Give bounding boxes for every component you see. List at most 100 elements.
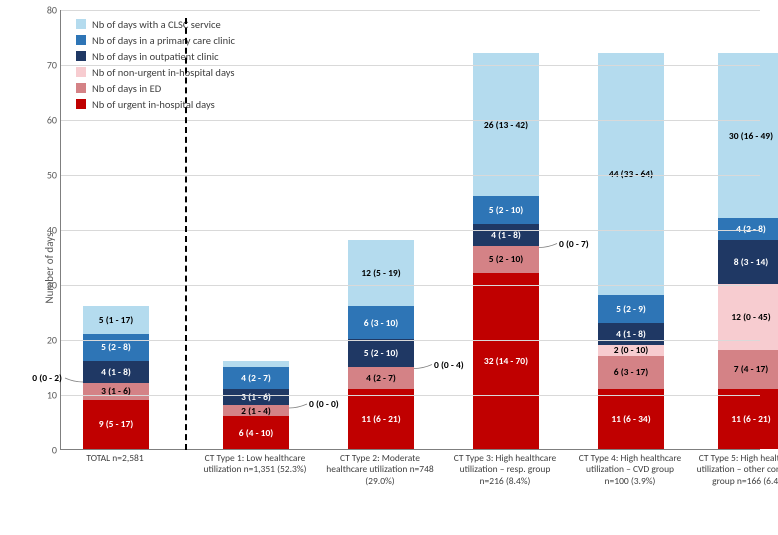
- bar-segment-clsc: 12 (5 - 19): [348, 240, 414, 306]
- y-tick-label: 80: [33, 4, 57, 17]
- legend-label: Nb of days in outpatient clinic: [92, 50, 219, 63]
- legend-item: Nb of days in ED: [76, 82, 235, 95]
- legend-swatch: [76, 67, 86, 77]
- segment-label: 4 (1 - 8): [616, 328, 646, 340]
- gridline: [61, 120, 760, 121]
- y-tick-label: 60: [33, 114, 57, 127]
- segment-label: 5 (2 - 10): [489, 204, 524, 216]
- x-axis-label: CT Type 1: Low healthcare utilization n=…: [200, 453, 310, 476]
- bar-segment-outpatient: 4 (1 - 8): [473, 224, 539, 246]
- gridline: [61, 340, 760, 341]
- bar-segment-urgent: 11 (6 - 34): [598, 389, 664, 450]
- y-tick-label: 10: [33, 389, 57, 402]
- legend-item: Nb of days with a CLSC service: [76, 18, 235, 31]
- gridline: [61, 10, 760, 11]
- bar-segment-urgent: 9 (5 - 17): [83, 400, 149, 450]
- bar-segment-primary: 5 (2 - 8): [83, 334, 149, 362]
- bar-segment-ed: 4 (2 - 7): [348, 367, 414, 389]
- x-axis-label: TOTAL n=2,581: [60, 453, 170, 464]
- bar-segment-outpatient: 4 (1 - 8): [83, 361, 149, 383]
- bar-segment-urgent: 6 (4 - 10): [223, 416, 289, 449]
- group-divider: [185, 18, 187, 450]
- y-tick-label: 70: [33, 59, 57, 72]
- gridline: [61, 175, 760, 176]
- segment-label: 5 (1 - 17): [99, 314, 134, 326]
- legend-label: Nb of non-urgent in-hospital days: [92, 66, 235, 79]
- legend-label: Nb of days with a CLSC service: [92, 18, 221, 31]
- segment-label: 7 (4 - 17): [734, 363, 769, 375]
- legend-swatch: [76, 19, 86, 29]
- bar-segment-clsc: 44 (33 - 64): [598, 53, 664, 295]
- y-tick-label: 40: [33, 224, 57, 237]
- legend-swatch: [76, 83, 86, 93]
- segment-label: 11 (6 - 21): [361, 413, 400, 425]
- legend-label: Nb of days in ED: [92, 82, 161, 95]
- bar-segment-outpatient: 3 (1 - 6): [223, 389, 289, 406]
- segment-label: 12 (0 - 45): [731, 311, 770, 323]
- legend-label: Nb of days in a primary care clinic: [92, 34, 235, 47]
- segment-label: 6 (4 - 10): [239, 427, 274, 439]
- bar-segment-nonurgent: 2 (0 - 10): [598, 345, 664, 356]
- segment-label: 8 (3 - 14): [734, 256, 769, 268]
- bar-segment-clsc: 5 (1 - 17): [83, 306, 149, 334]
- y-tick-label: 30: [33, 279, 57, 292]
- gridline: [61, 395, 760, 396]
- segment-label: 44 (33 - 64): [609, 168, 653, 180]
- segment-label: 3 (1 - 6): [241, 391, 271, 403]
- bar-segment-clsc: [223, 361, 289, 367]
- legend: Nb of days with a CLSC service Nb of days…: [76, 18, 235, 114]
- bar-segment-clsc: 30 (16 - 49): [718, 53, 778, 218]
- bar-segment-outpatient: 8 (3 - 14): [718, 240, 778, 284]
- segment-label: 9 (5 - 17): [99, 418, 134, 430]
- bar-segment-urgent: 11 (6 - 21): [348, 389, 414, 450]
- callout-label: 0 (0 - 0): [309, 398, 339, 410]
- segment-label: 4 (2 - 7): [241, 372, 271, 384]
- bar-segment-primary: 5 (2 - 10): [473, 196, 539, 224]
- stacked-bar-chart: Number of days 9 (5 - 17) 3 (1 - 6) 4 (1 -…: [0, 0, 778, 535]
- segment-label: 6 (3 - 17): [614, 366, 649, 378]
- segment-label: 6 (3 - 10): [364, 317, 399, 329]
- segment-label: 32 (14 - 70): [484, 355, 528, 367]
- x-axis-label: CT Type 4: High healthcare utilization –…: [575, 453, 685, 487]
- segment-label: 12 (5 - 19): [361, 267, 400, 279]
- segment-label: 4 (2 - 8): [736, 223, 766, 235]
- callout-label: 0 (0 - 7): [559, 238, 589, 250]
- bar-segment-primary: 6 (3 - 10): [348, 306, 414, 339]
- y-axis-label: Number of days: [43, 232, 56, 303]
- legend-label: Nb of urgent in-hospital days: [92, 98, 215, 111]
- segment-label: 5 (2 - 10): [489, 253, 524, 265]
- bar-segment-outpatient: 4 (1 - 8): [598, 323, 664, 345]
- segment-label: 11 (6 - 34): [611, 413, 650, 425]
- callout-label: 0 (0 - 2): [32, 372, 62, 384]
- segment-label: 4 (2 - 7): [366, 372, 396, 384]
- segment-label: 2 (1 - 4): [241, 405, 271, 417]
- bar-segment-urgent: 11 (6 - 21): [718, 389, 778, 450]
- legend-swatch: [76, 99, 86, 109]
- segment-label: 4 (1 - 8): [101, 366, 131, 378]
- callout-label: 0 (0 - 4): [434, 359, 464, 371]
- x-axis-label: CT Type 5: High healthcare utilization –…: [695, 453, 778, 487]
- legend-swatch: [76, 35, 86, 45]
- segment-label: 30 (16 - 49): [729, 130, 773, 142]
- bar-segment-ed: 2 (1 - 4): [223, 405, 289, 416]
- bar-segment-ed: 5 (2 - 10): [473, 246, 539, 274]
- bar-segment-ed: 7 (4 - 17): [718, 350, 778, 389]
- gridline: [61, 285, 760, 286]
- x-axis-label: CT Type 3: High healthcare utilization –…: [450, 453, 560, 487]
- bar-segment-primary: 5 (2 - 9): [598, 295, 664, 323]
- segment-label: 5 (2 - 10): [364, 347, 399, 359]
- legend-item: Nb of non-urgent in-hospital days: [76, 66, 235, 79]
- bar-segment-urgent: 32 (14 - 70): [473, 273, 539, 449]
- segment-label: 5 (2 - 9): [616, 303, 646, 315]
- bar-segment-primary: 4 (2 - 7): [223, 367, 289, 389]
- bar-segment-primary: 4 (2 - 8): [718, 218, 778, 240]
- y-tick-label: 0: [33, 444, 57, 457]
- y-tick-label: 50: [33, 169, 57, 182]
- bar-segment-ed: 3 (1 - 6): [83, 383, 149, 400]
- legend-item: Nb of days in a primary care clinic: [76, 34, 235, 47]
- y-tick-label: 20: [33, 334, 57, 347]
- segment-label: 2 (0 - 10): [614, 344, 649, 356]
- gridline: [61, 230, 760, 231]
- bar-segment-outpatient: 5 (2 - 10): [348, 339, 414, 367]
- segment-label: 5 (2 - 8): [101, 341, 131, 353]
